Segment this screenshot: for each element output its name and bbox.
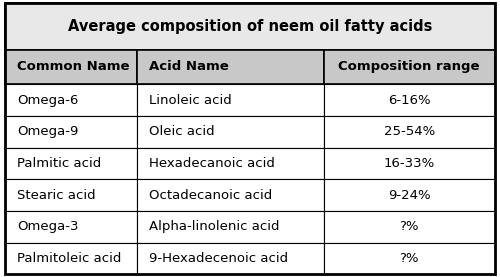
Bar [138, 211, 324, 243]
Bar [324, 211, 495, 243]
Text: 9-24%: 9-24% [388, 189, 430, 202]
Text: Linoleic acid: Linoleic acid [149, 94, 232, 107]
Bar [5, 116, 138, 148]
Bar [324, 148, 495, 179]
Bar [138, 148, 324, 179]
Text: Hexadecanoic acid: Hexadecanoic acid [149, 157, 275, 170]
Bar [5, 84, 138, 116]
Text: Omega-3: Omega-3 [17, 220, 78, 233]
Text: 6-16%: 6-16% [388, 94, 430, 107]
Bar [138, 84, 324, 116]
Text: Omega-6: Omega-6 [17, 94, 78, 107]
Bar [5, 3, 495, 50]
Text: 16-33%: 16-33% [384, 157, 435, 170]
Text: Oleic acid: Oleic acid [149, 125, 214, 138]
Text: 25-54%: 25-54% [384, 125, 435, 138]
Text: Octadecanoic acid: Octadecanoic acid [149, 189, 272, 202]
Bar [324, 179, 495, 211]
Bar [324, 243, 495, 274]
Bar [5, 243, 138, 274]
Text: Omega-9: Omega-9 [17, 125, 78, 138]
Text: Stearic acid: Stearic acid [17, 189, 96, 202]
Text: Acid Name: Acid Name [149, 60, 229, 73]
Bar [138, 179, 324, 211]
Bar [138, 243, 324, 274]
Bar [5, 211, 138, 243]
Text: Alpha-linolenic acid: Alpha-linolenic acid [149, 220, 280, 233]
Text: ?%: ?% [400, 252, 419, 265]
Bar [324, 116, 495, 148]
Text: 9-Hexadecenoic acid: 9-Hexadecenoic acid [149, 252, 288, 265]
Bar [5, 148, 138, 179]
Text: Common Name: Common Name [17, 60, 130, 73]
Bar [324, 84, 495, 116]
Bar [5, 50, 138, 84]
Bar [138, 50, 324, 84]
Text: Palmitic acid: Palmitic acid [17, 157, 101, 170]
Text: Palmitoleic acid: Palmitoleic acid [17, 252, 121, 265]
Text: ?%: ?% [400, 220, 419, 233]
Text: Average composition of neem oil fatty acids: Average composition of neem oil fatty ac… [68, 19, 432, 34]
Bar [5, 179, 138, 211]
Bar [138, 116, 324, 148]
Text: Composition range: Composition range [338, 60, 480, 73]
Bar [324, 50, 495, 84]
